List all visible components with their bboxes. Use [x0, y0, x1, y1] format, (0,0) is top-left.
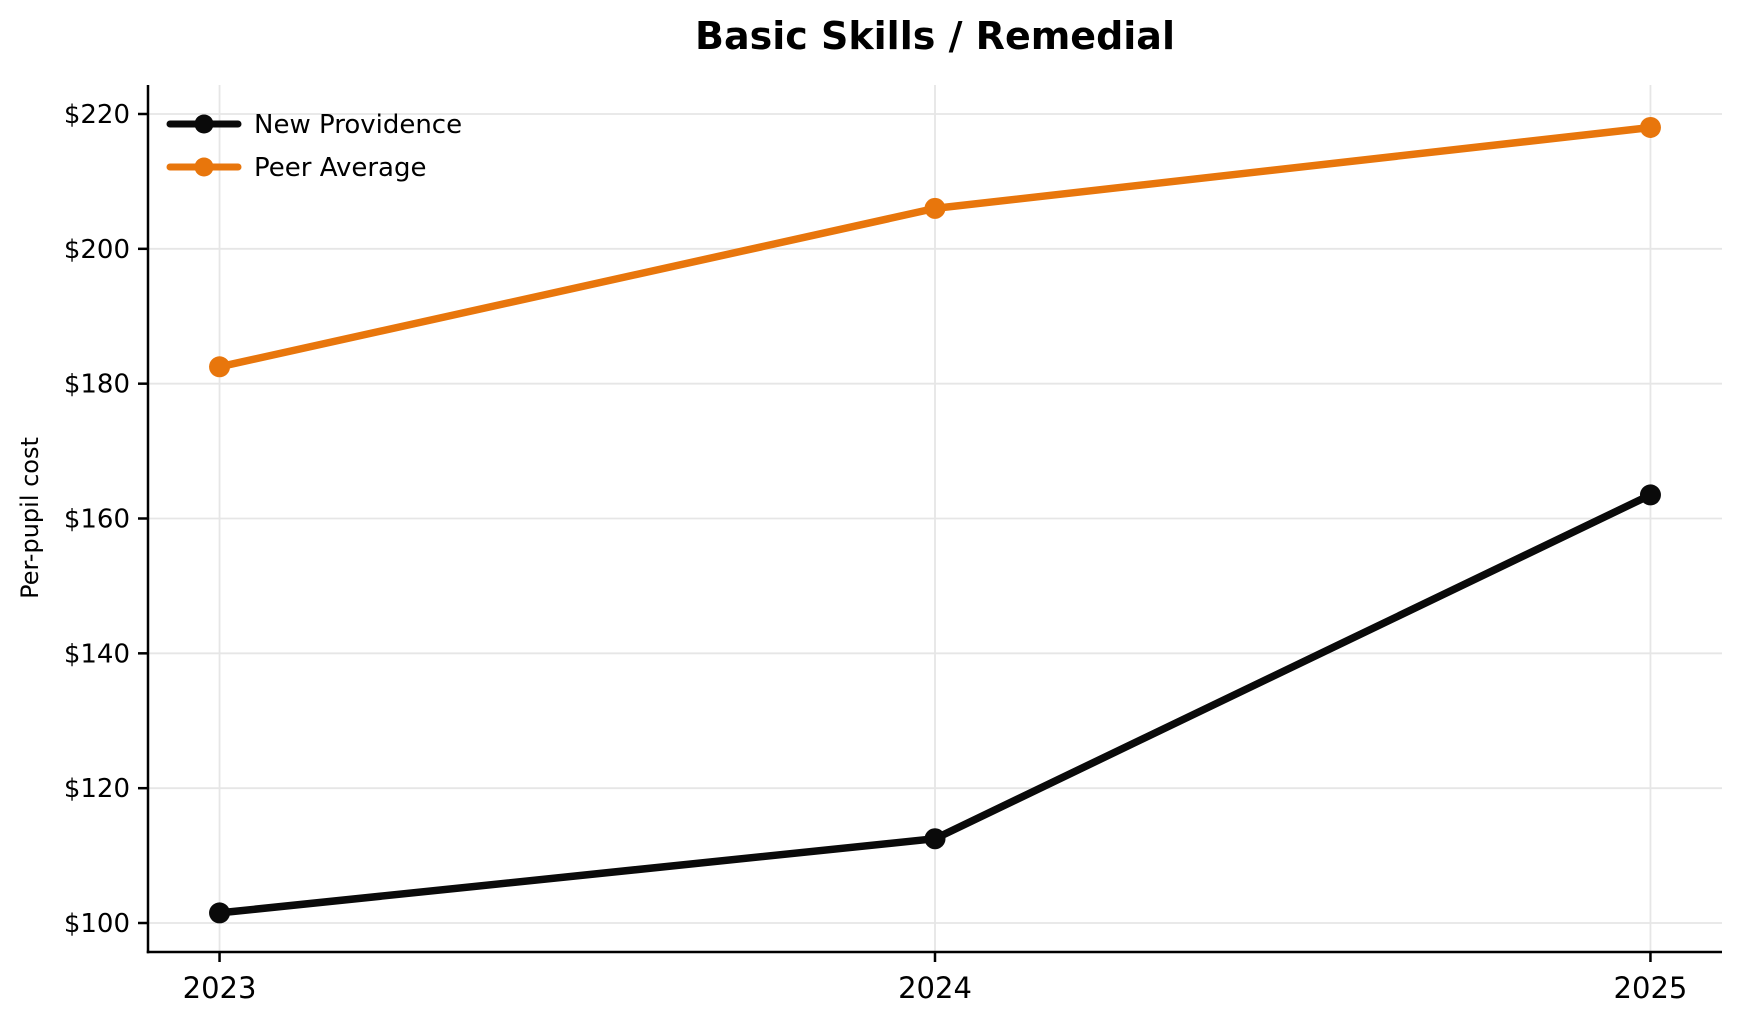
- x-axis: 2023 2024 2025: [183, 952, 1688, 1005]
- data-point-new-providence-2025: [1639, 484, 1661, 506]
- data-point-peer-average-2023: [209, 356, 231, 378]
- y-tick-label: $100: [64, 909, 130, 939]
- series-new-providence: [209, 484, 1661, 924]
- series-peer-average: [209, 116, 1661, 378]
- data-point-peer-average-2025: [1639, 116, 1661, 138]
- y-tick-label: $220: [64, 100, 130, 130]
- data-point-peer-average-2024: [924, 197, 946, 219]
- y-tick-label: $180: [64, 370, 130, 400]
- y-tick-label: $160: [64, 505, 130, 535]
- gridlines: [148, 85, 1722, 952]
- x-tick-label: 2024: [898, 971, 972, 1005]
- legend: New Providence Peer Average: [166, 110, 462, 183]
- data-point-new-providence-2024: [924, 828, 946, 850]
- legend-label: Peer Average: [254, 153, 426, 183]
- chart-title: Basic Skills / Remedial: [695, 14, 1175, 58]
- data-point-new-providence-2023: [209, 902, 231, 924]
- x-tick-label: 2023: [183, 971, 257, 1005]
- y-tick-label: $120: [64, 774, 130, 804]
- legend-marker: [194, 157, 214, 177]
- legend-marker: [194, 114, 214, 134]
- legend-item-peer-average: Peer Average: [166, 153, 426, 183]
- y-axis: $100 $120 $140 $160 $180 $200 $220: [64, 100, 148, 939]
- y-tick-label: $140: [64, 639, 130, 669]
- legend-item-new-providence: New Providence: [166, 110, 462, 140]
- legend-label: New Providence: [254, 110, 462, 140]
- x-tick-label: 2025: [1614, 971, 1688, 1005]
- y-tick-label: $200: [64, 235, 130, 265]
